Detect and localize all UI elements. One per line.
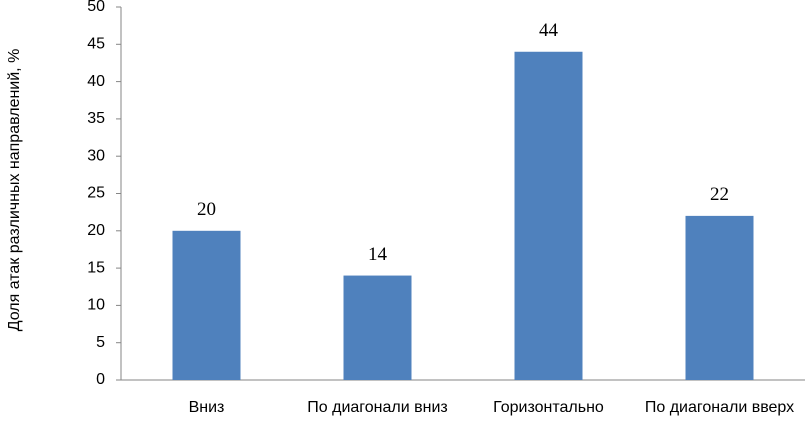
x-tick-label: Вниз — [189, 399, 225, 416]
y-tick-label: 30 — [87, 147, 105, 164]
value-label: 14 — [368, 244, 388, 265]
y-tick-label: 0 — [96, 371, 105, 388]
y-tick-label: 45 — [87, 36, 105, 53]
y-tick-label: 25 — [87, 185, 105, 202]
bar — [514, 51, 583, 380]
y-tick-label: 35 — [87, 110, 105, 127]
y-tick-label: 5 — [96, 334, 105, 351]
x-tick-label: По диагонали вниз — [307, 399, 447, 416]
value-label: 20 — [197, 199, 216, 220]
bar — [685, 215, 754, 380]
x-tick-label: Горизонтально — [493, 399, 604, 416]
y-tick-label: 20 — [87, 222, 105, 239]
y-tick-label: 10 — [87, 297, 105, 314]
y-tick-label: 15 — [87, 259, 105, 276]
x-tick-label: По диагонали вверх — [645, 399, 794, 416]
value-label: 22 — [710, 184, 729, 205]
y-tick-label: 40 — [87, 73, 105, 90]
bar — [343, 275, 412, 380]
y-axis-label: Доля атак различных направлений, % — [6, 49, 23, 332]
value-label: 44 — [539, 20, 559, 41]
bar — [172, 230, 241, 380]
y-tick-label: 50 — [87, 0, 105, 15]
